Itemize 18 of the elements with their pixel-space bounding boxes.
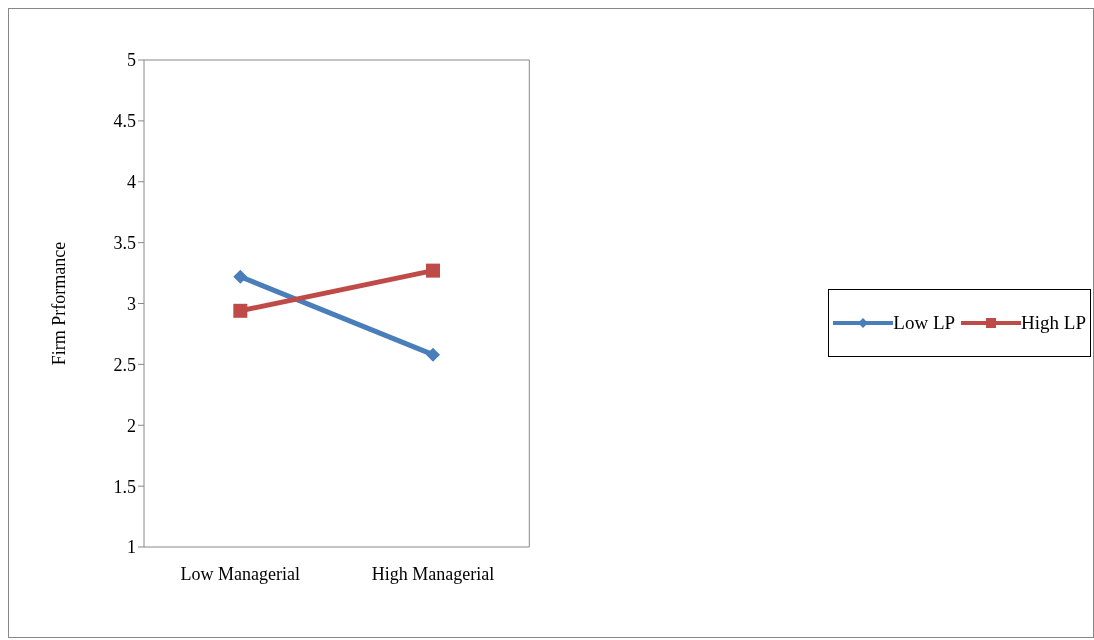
y-tick-label: 4.5 <box>113 111 136 132</box>
y-tick-label: 4 <box>127 172 136 193</box>
y-axis-title: Firm Prformance <box>49 241 70 366</box>
point <box>425 263 440 278</box>
legend-label: Low LP <box>893 312 956 334</box>
point <box>425 347 440 362</box>
y-tick-label: 5 <box>127 50 136 71</box>
y-tick-label: 3.5 <box>113 233 136 254</box>
y-tick-label: 2.5 <box>113 354 136 375</box>
x-tick-label: Low Managerial <box>180 563 301 584</box>
point <box>233 269 248 284</box>
x-tick-label: High Managerial <box>371 563 495 584</box>
y-tick-label: 3 <box>127 293 136 314</box>
y-tick-label: 1 <box>127 537 136 558</box>
y-tick-label: 2 <box>127 415 136 436</box>
y-tick-label: 1.5 <box>113 476 136 497</box>
legend-label: High LP <box>1021 312 1086 334</box>
point <box>233 303 248 318</box>
